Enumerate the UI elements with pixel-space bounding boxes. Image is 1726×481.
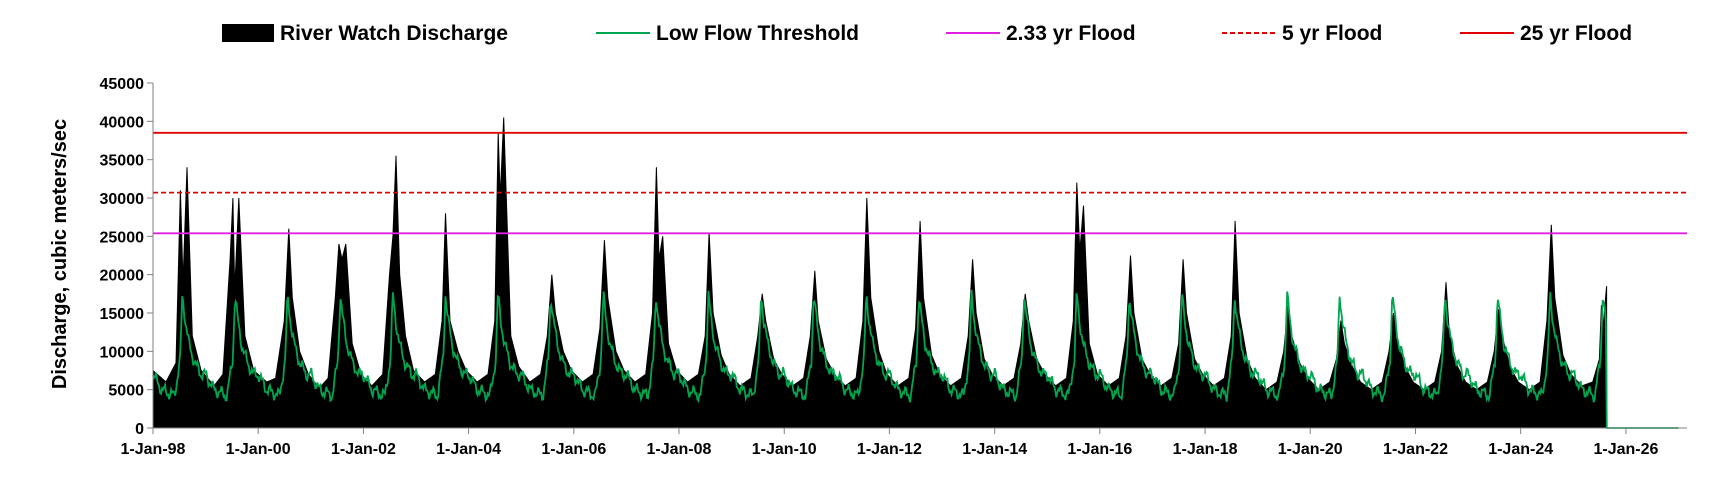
- axes: 0 5000 10000 15000 20000 25000 30000 35000 40000…: [100, 76, 1687, 458]
- x-tick-label: 1-Jan-24: [1488, 441, 1553, 458]
- x-tick-label: 1-Jan-00: [226, 441, 291, 458]
- y-tick-label: 5000: [108, 383, 144, 400]
- legend-swatch-river-watch-discharge: [222, 24, 274, 42]
- legend: River Watch Discharge Low Flow Threshold 2…: [222, 22, 1632, 45]
- x-tick-label: 1-Jan-04: [436, 441, 501, 458]
- x-tick-label: 1-Jan-10: [752, 441, 817, 458]
- legend-label-low-flow-threshold: Low Flow Threshold: [656, 22, 859, 45]
- plot-series: [152, 117, 1687, 429]
- y-tick-label: 15000: [100, 306, 145, 323]
- series-river-watch-discharge: [152, 117, 1679, 429]
- x-tick-label: 1-Jan-18: [1173, 441, 1238, 458]
- y-tick-label: 35000: [100, 153, 145, 170]
- series-low-flow-threshold: [152, 289, 1679, 429]
- y-axis-title: Discharge, cubic meters/sec: [49, 119, 71, 389]
- x-tick-label: 1-Jan-22: [1383, 441, 1448, 458]
- x-tick-label: 1-Jan-12: [857, 441, 922, 458]
- y-tick-label: 10000: [100, 344, 145, 361]
- x-tick-label: 1-Jan-98: [121, 441, 186, 458]
- y-tick-label: 40000: [100, 114, 145, 131]
- x-tick-label: 1-Jan-14: [962, 441, 1027, 458]
- y-tick-label: 0: [135, 421, 144, 438]
- legend-label-25-yr-flood: 25 yr Flood: [1520, 22, 1632, 45]
- y-tick-label: 25000: [100, 229, 145, 246]
- y-tick-label: 30000: [100, 191, 145, 208]
- x-tick-label: 1-Jan-02: [331, 441, 396, 458]
- x-tick-label: 1-Jan-08: [647, 441, 712, 458]
- x-tick-label: 1-Jan-20: [1278, 441, 1343, 458]
- x-tick-label: 1-Jan-26: [1593, 441, 1658, 458]
- legend-label-river-watch-discharge: River Watch Discharge: [280, 22, 508, 45]
- legend-label-5-yr-flood: 5 yr Flood: [1282, 22, 1382, 45]
- y-tick-label: 20000: [100, 268, 145, 285]
- y-tick-label: 45000: [100, 76, 145, 93]
- x-tick-label: 1-Jan-06: [541, 441, 606, 458]
- x-tick-label: 1-Jan-16: [1067, 441, 1132, 458]
- legend-label-2-33-yr-flood: 2.33 yr Flood: [1006, 22, 1136, 45]
